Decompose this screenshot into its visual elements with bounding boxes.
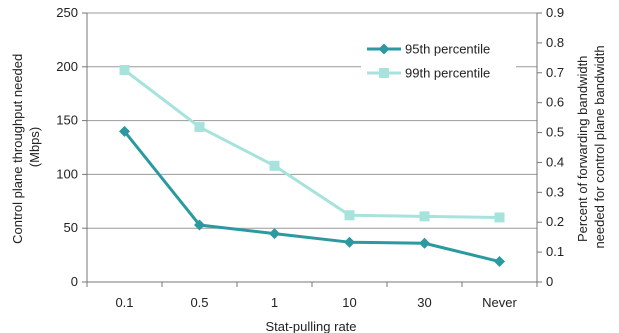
y-axis-title-right: Percent of forwarding bandwidth needed f… xyxy=(575,45,607,248)
series-layer xyxy=(119,65,505,268)
y-tick-label-left: 50 xyxy=(64,220,78,235)
y-tick-label-right: 0.6 xyxy=(546,95,564,110)
legend-marker xyxy=(378,43,390,55)
x-tick-label: 0.1 xyxy=(115,295,133,310)
left-y-tick-labels: 0 50 100 150 200 250 xyxy=(56,5,78,289)
data-point xyxy=(194,122,205,133)
y-tick-label-right: 0.1 xyxy=(546,244,564,259)
data-point xyxy=(119,125,130,137)
data-point xyxy=(269,228,280,240)
x-tick-labels: 0.1 0.5 1 10 30 Never xyxy=(115,295,517,310)
series-line xyxy=(123,68,500,219)
series-line xyxy=(123,130,500,264)
x-tick-label: 1 xyxy=(271,295,278,310)
axes xyxy=(82,12,542,287)
y-tick-label-right: 0.3 xyxy=(546,184,564,199)
legend: 95th percentile 99th percentile xyxy=(361,37,516,83)
y-tick-label-right: 0.9 xyxy=(546,5,564,20)
right-y-tick-labels: 0 0.1 0.2 0.3 0.4 0.5 0.6 0.7 0.8 0.9 xyxy=(546,5,564,289)
x-tick-label: Never xyxy=(482,295,517,310)
y-axis-title-left-line-2: (Mbps) xyxy=(27,127,42,167)
y-tick-label-left: 0 xyxy=(71,274,78,289)
data-point xyxy=(194,219,205,231)
legend-item: 99th percentile xyxy=(367,66,490,81)
x-axis-title: Stat-pulling rate xyxy=(265,319,356,333)
y-tick-label-left: 200 xyxy=(56,59,78,74)
x-tick-label: 0.5 xyxy=(190,295,208,310)
y-tick-label-left: 250 xyxy=(56,5,78,20)
data-point xyxy=(419,237,430,249)
legend-item: 95th percentile xyxy=(367,42,490,57)
y-tick-label-left: 100 xyxy=(56,166,78,181)
y-axis-title-left: Control plane throughput needed (Mbps) xyxy=(10,50,42,244)
series-1 xyxy=(119,125,505,268)
data-point xyxy=(494,256,505,268)
y-tick-label-right: 0 xyxy=(546,274,553,289)
series-2 xyxy=(119,65,505,223)
legend-label: 99th percentile xyxy=(405,66,490,81)
y-tick-label-right: 0.2 xyxy=(546,214,564,229)
data-point xyxy=(119,65,130,76)
legend-label: 95th percentile xyxy=(405,42,490,57)
data-point xyxy=(344,236,355,248)
y-tick-label-left: 150 xyxy=(56,113,78,128)
data-point xyxy=(419,211,430,222)
y-axis-title-right-line-2: needed for control plane bandwidth xyxy=(592,45,607,248)
y-tick-label-right: 0.5 xyxy=(546,125,564,140)
data-point xyxy=(269,160,280,171)
y-tick-label-right: 0.4 xyxy=(546,154,564,169)
y-axis-title-right-line-1: Percent of forwarding bandwidth xyxy=(575,56,590,242)
y-tick-label-right: 0.7 xyxy=(546,65,564,80)
data-point xyxy=(344,210,355,221)
y-tick-label-right: 0.8 xyxy=(546,35,564,50)
data-point xyxy=(494,212,505,223)
legend-marker xyxy=(379,68,389,78)
x-tick-label: 30 xyxy=(417,295,431,310)
y-axis-title-left-line-1: Control plane throughput needed xyxy=(10,54,25,244)
x-tick-label: 10 xyxy=(342,295,356,310)
